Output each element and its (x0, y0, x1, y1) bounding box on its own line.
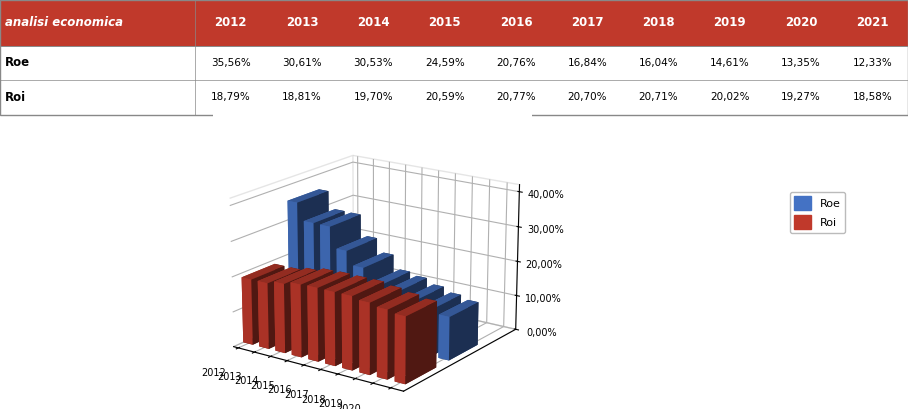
Text: 20,76%: 20,76% (496, 58, 536, 68)
Text: 16,04%: 16,04% (638, 58, 678, 68)
Text: 20,71%: 20,71% (638, 92, 678, 102)
Bar (0, 0, 908, 46)
Text: 2021: 2021 (856, 16, 889, 29)
Legend: Roe, Roi: Roe, Roi (790, 192, 844, 234)
Text: Roi: Roi (5, 91, 25, 104)
Text: 13,35%: 13,35% (781, 58, 821, 68)
Text: 20,77%: 20,77% (496, 92, 536, 102)
Text: 2016: 2016 (499, 16, 532, 29)
Text: 30,61%: 30,61% (282, 58, 322, 68)
Text: 2019: 2019 (714, 16, 746, 29)
Text: 18,58%: 18,58% (853, 92, 893, 102)
Text: 2017: 2017 (571, 16, 604, 29)
Text: 20,59%: 20,59% (425, 92, 465, 102)
Text: 19,27%: 19,27% (781, 92, 821, 102)
Text: 2020: 2020 (785, 16, 817, 29)
Text: 35,56%: 35,56% (211, 58, 251, 68)
Text: 30,53%: 30,53% (353, 58, 393, 68)
Text: 2013: 2013 (286, 16, 319, 29)
Text: 2015: 2015 (429, 16, 461, 29)
Text: 2012: 2012 (214, 16, 247, 29)
Text: 18,81%: 18,81% (282, 92, 322, 102)
Text: 20,70%: 20,70% (568, 92, 607, 102)
Text: 14,61%: 14,61% (710, 58, 750, 68)
Text: analisi economica: analisi economica (5, 16, 123, 29)
Text: 18,79%: 18,79% (211, 92, 251, 102)
Text: 2014: 2014 (357, 16, 390, 29)
Text: 12,33%: 12,33% (853, 58, 893, 68)
Text: 24,59%: 24,59% (425, 58, 465, 68)
Text: 19,70%: 19,70% (353, 92, 393, 102)
Text: Roe: Roe (5, 56, 30, 70)
Text: 20,02%: 20,02% (710, 92, 750, 102)
Text: 2018: 2018 (642, 16, 675, 29)
Text: 16,84%: 16,84% (568, 58, 607, 68)
